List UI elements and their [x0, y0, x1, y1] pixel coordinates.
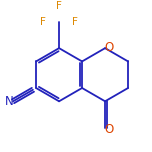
Text: O: O: [105, 41, 114, 54]
Text: N: N: [5, 95, 14, 108]
Text: F: F: [56, 1, 62, 11]
Text: O: O: [104, 123, 113, 136]
Text: F: F: [40, 17, 46, 27]
Text: F: F: [72, 17, 78, 27]
